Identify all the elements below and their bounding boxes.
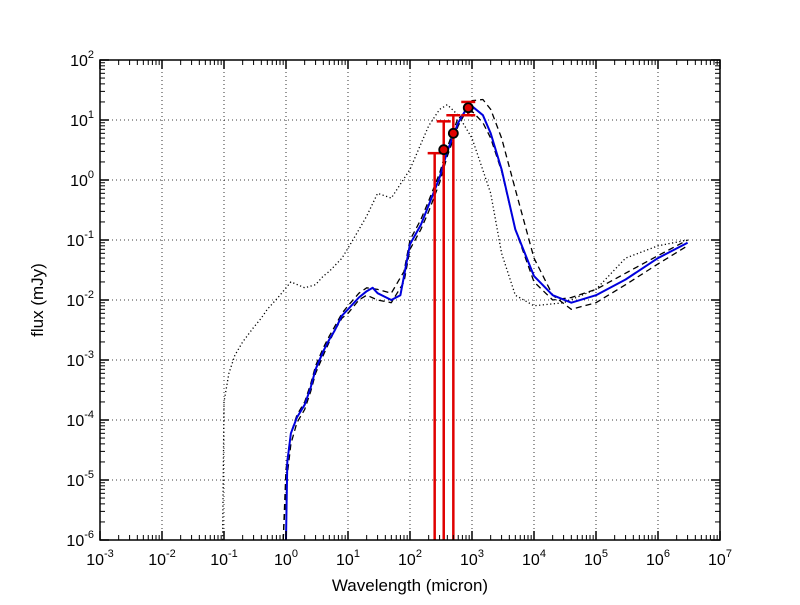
x-tick-label: 102 — [398, 548, 422, 569]
x-axis-title: Wavelength (micron) — [332, 576, 488, 595]
x-tick-label: 100 — [274, 548, 298, 569]
data-point — [447, 127, 459, 139]
y-tick-label: 10-1 — [66, 229, 94, 250]
x-tick-label: 104 — [522, 548, 546, 569]
series-line-2 — [282, 98, 688, 541]
x-tick-labels: 10-3 10-2 10-1 100 101 102 103 104 105 106 107 — [86, 548, 732, 569]
points-group — [438, 102, 474, 156]
y-tick-label: 10-6 — [66, 529, 94, 550]
grid — [100, 60, 720, 540]
x-tick-label: 10-3 — [86, 548, 114, 569]
x-tick-label: 105 — [584, 548, 608, 569]
series-line-4 — [285, 105, 689, 541]
ticks — [99, 59, 721, 541]
series-group — [221, 98, 689, 541]
data-point — [438, 144, 450, 156]
series-line-1 — [221, 104, 688, 541]
x-tick-label: 10-1 — [210, 548, 238, 569]
y-tick-label: 10-4 — [66, 409, 94, 430]
x-tick-label: 106 — [646, 548, 670, 569]
x-tick-label: 107 — [708, 548, 732, 569]
y-axis-title: flux (mJy) — [28, 263, 47, 337]
x-tick-label: 103 — [460, 548, 484, 569]
series-line-3 — [282, 110, 688, 541]
y-tick-label: 101 — [70, 109, 94, 130]
data-point — [462, 102, 474, 114]
errorbar-group — [427, 100, 476, 540]
y-tick-labels: 10-6 10-5 10-4 10-3 10-2 10-1 100 101 102 — [66, 49, 94, 550]
y-tick-label: 10-3 — [66, 349, 94, 370]
y-tick-label: 10-2 — [66, 289, 94, 310]
x-tick-label: 10-2 — [148, 548, 176, 569]
y-tick-label: 100 — [70, 169, 94, 190]
x-tick-label: 101 — [336, 548, 360, 569]
y-tick-label: 10-5 — [66, 469, 94, 490]
y-tick-label: 102 — [70, 49, 94, 70]
